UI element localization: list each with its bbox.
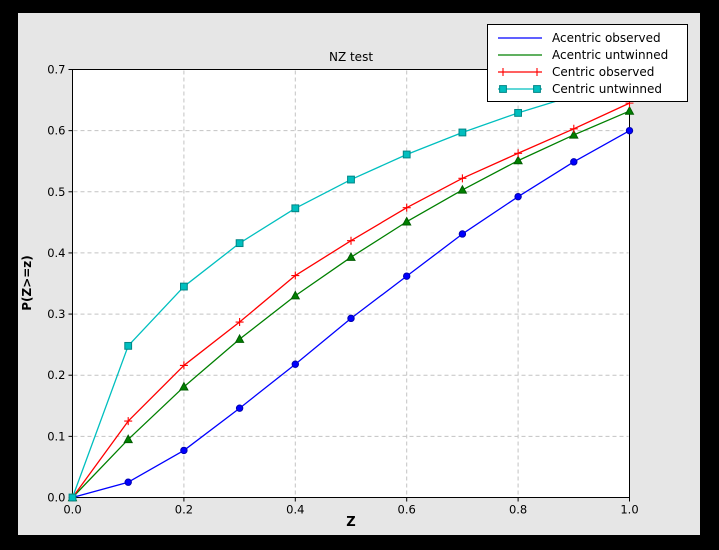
square-legend-sample-icon (498, 84, 542, 93)
legend: Acentric observed Acentric untwinned Centr… (487, 24, 688, 102)
y-tick-label: 0.1 (47, 429, 65, 443)
square-marker (291, 204, 300, 213)
x-tick-label: 1.0 (620, 503, 638, 517)
circle-marker (514, 192, 522, 201)
y-tick-label: 0.7 (47, 63, 65, 77)
figure-canvas: 0.0 0.2 0.4 0.6 0.8 1.0 0.0 0.1 0.2 0.3 0.4 0.5 0.6 0… (18, 13, 700, 535)
y-tick-label: 0.0 (47, 491, 65, 505)
square-marker (124, 341, 133, 350)
chart-title: NZ test (328, 50, 374, 64)
chart-svg: 0.0 0.2 0.4 0.6 0.8 1.0 0.0 0.1 0.2 0.3 0.4 0.5 0.6 0… (47, 63, 638, 517)
x-tick-label: 0.8 (509, 503, 527, 517)
square-marker (347, 175, 355, 184)
plus-legend-sample-icon (498, 67, 542, 76)
triangle-marker (513, 155, 523, 165)
circle-marker (347, 314, 355, 323)
triangle-marker (568, 129, 579, 139)
triangle-marker (290, 290, 301, 300)
y-tick-label: 0.4 (47, 246, 65, 260)
legend-item: Acentric observed (496, 29, 683, 46)
legend-label: Acentric untwinned (552, 47, 669, 62)
circle-marker (180, 446, 188, 455)
plot-area (72, 69, 630, 498)
y-tick-label: 0.3 (47, 307, 65, 321)
square-marker (235, 239, 244, 248)
plus-marker (179, 361, 188, 370)
circle-marker (458, 230, 467, 238)
triangle-marker (624, 105, 635, 115)
circle-marker (235, 404, 244, 412)
legend-label: Centric observed (552, 64, 655, 79)
circle-legend-sample-icon (498, 36, 542, 39)
circle-marker (124, 478, 132, 486)
x-tick-label: 0.6 (398, 503, 416, 517)
x-tick-label: 0.2 (175, 503, 193, 517)
triangle-marker (234, 333, 245, 343)
y-tick-label: 0.5 (47, 185, 65, 199)
y-tick-label: 0.2 (47, 368, 65, 382)
plus-marker (124, 417, 133, 426)
x-tick-label: 0.4 (286, 503, 304, 517)
triangle-marker (123, 434, 134, 444)
legend-item: Centric untwinned (496, 80, 683, 97)
triangle-marker (346, 251, 356, 261)
legend-item: Acentric untwinned (496, 46, 683, 63)
triangle-marker (401, 216, 412, 226)
plus-marker (458, 174, 467, 183)
plus-marker (569, 124, 578, 133)
legend-item: Centric observed (496, 63, 683, 80)
legend-label: Centric untwinned (552, 81, 663, 96)
plus-marker (514, 149, 523, 158)
square-marker (180, 282, 188, 291)
square-marker (458, 128, 467, 137)
triangle-marker (179, 381, 189, 391)
square-marker (68, 493, 77, 502)
plus-marker (235, 318, 244, 327)
circle-marker (403, 272, 411, 280)
square-marker (402, 150, 411, 159)
square-marker (514, 109, 523, 117)
circle-marker (291, 360, 299, 368)
x-tick-label: 0.0 (63, 503, 81, 517)
triangle-marker (457, 184, 468, 194)
plus-marker (347, 236, 355, 245)
circle-marker (570, 158, 578, 166)
y-axis-label: P(Z>=z) (20, 255, 34, 311)
x-axis-label: Z (346, 515, 356, 530)
y-tick-label: 0.6 (47, 124, 65, 138)
plus-marker (291, 271, 300, 280)
plus-marker (402, 203, 411, 212)
circle-marker (625, 126, 634, 135)
legend-label: Acentric observed (552, 30, 661, 45)
triangle-legend-sample-icon (498, 53, 542, 56)
